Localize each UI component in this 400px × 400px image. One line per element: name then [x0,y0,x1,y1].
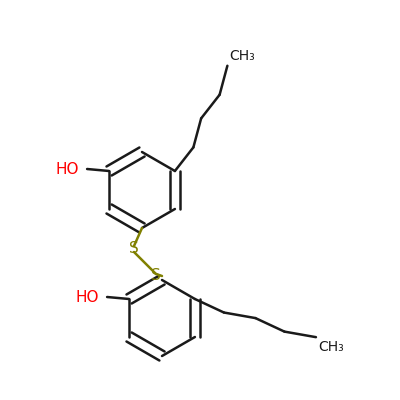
Text: HO: HO [76,290,99,304]
Text: S: S [151,268,161,283]
Text: CH₃: CH₃ [318,340,344,354]
Text: HO: HO [56,162,79,176]
Text: CH₃: CH₃ [229,48,255,62]
Text: S: S [129,241,139,256]
